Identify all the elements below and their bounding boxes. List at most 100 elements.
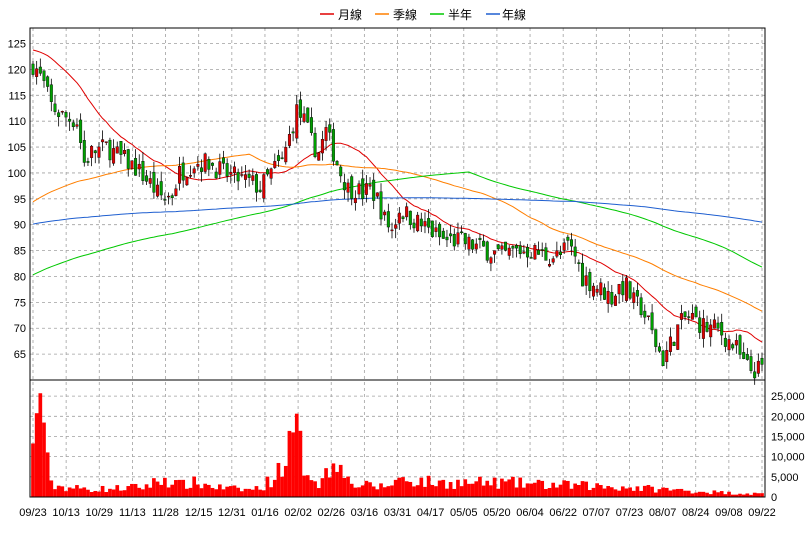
price-tick-label: 125 [8,39,26,51]
candle-body [331,129,335,162]
candle-body [203,153,207,172]
candle-body [64,112,68,118]
volume-bar [166,487,171,497]
candle-body [405,206,409,218]
candle-body [115,146,119,154]
candle-body [350,176,354,199]
volume-bar [712,490,717,497]
volume-bar [324,468,328,497]
candle-body [423,221,427,227]
volume-bar [75,485,79,497]
volume-panel-frame [29,379,766,498]
candle-body [463,233,467,245]
volume-bar [368,482,372,497]
candle-body [665,350,669,363]
volume-bar [221,489,226,497]
candle-body [309,117,313,133]
candle-body [643,310,647,318]
candle-body [430,220,434,238]
volume-bar [31,443,35,497]
legend-label-year: 年線 [502,7,526,22]
candle-body [489,257,493,264]
legend-label-quarter: 季線 [393,7,417,22]
candle-body [196,163,200,167]
volume-bar [760,493,764,497]
volume-bar [555,487,559,497]
volume-bar [723,494,728,497]
price-tick-label: 100 [8,168,26,180]
volume-bar [646,485,651,497]
price-tick-label: 75 [14,297,26,309]
volume-bar [441,479,446,497]
candle-body [679,313,683,320]
volume-bar [305,475,310,497]
volume-bar [181,479,186,497]
candle-body [364,183,368,195]
candle-body [570,239,573,247]
date-tick-label: 06/22 [549,507,577,519]
plot-frames [29,27,766,498]
volume-axis: 0 5,000 10,000 15,000 20,000 25,000 [771,391,805,504]
volume-bar [412,486,416,497]
volume-bar [228,486,233,497]
volume-bar [196,484,200,497]
candle-body [320,139,324,154]
candle-body [672,342,676,346]
candle-body [511,246,515,249]
candle-body [42,70,46,81]
volume-bar [269,487,273,497]
candle-body [496,244,500,250]
volume-bar [752,492,757,497]
volume-bar [664,487,669,497]
volume-bar [122,490,127,497]
volume-tick-label: 25,000 [771,391,805,403]
candle-body [617,284,621,295]
volume-bar [283,465,288,497]
candle-body [262,174,266,199]
candle-body [624,277,628,301]
volume-bar [199,488,204,497]
candle-body [452,234,456,247]
candle-body [218,161,222,175]
candle-body [559,251,563,255]
candle-body [79,119,83,143]
candle-body [68,118,72,122]
candle-body [346,182,350,193]
candle-body [170,195,174,199]
volume-bar [738,493,742,497]
candle-body [53,103,57,112]
volume-bar [327,477,332,497]
candle-body [185,177,189,186]
candle-body [419,218,423,227]
volume-bar [672,489,676,497]
volume-bar [478,476,482,497]
volume-bar [745,493,750,497]
volume-bar [686,490,691,497]
price-tick-label: 110 [8,116,26,128]
candle-body [82,140,86,163]
candle-body [738,335,742,355]
candle-body [214,171,218,179]
volume-bar [576,485,581,497]
candle-body [159,181,163,196]
volume-bar [492,477,497,497]
candle-body [287,134,291,146]
candle-body [701,318,705,339]
price-tick-label: 105 [8,142,26,154]
volume-bar [214,489,219,497]
candle-body [628,281,632,299]
candle-body [646,315,650,317]
candle-body [753,371,757,379]
candle-body [38,66,42,74]
candle-body [49,84,53,102]
volume-bar [236,487,240,497]
volume-bar [386,486,391,497]
volume-bar [470,483,475,497]
volume-bar [349,483,354,497]
date-tick-label: 03/31 [384,507,412,519]
volume-bar [203,483,208,497]
volume-bar [86,489,90,497]
volume-bar [423,486,427,497]
volume-bar [67,487,72,497]
volume-bar [353,487,358,497]
